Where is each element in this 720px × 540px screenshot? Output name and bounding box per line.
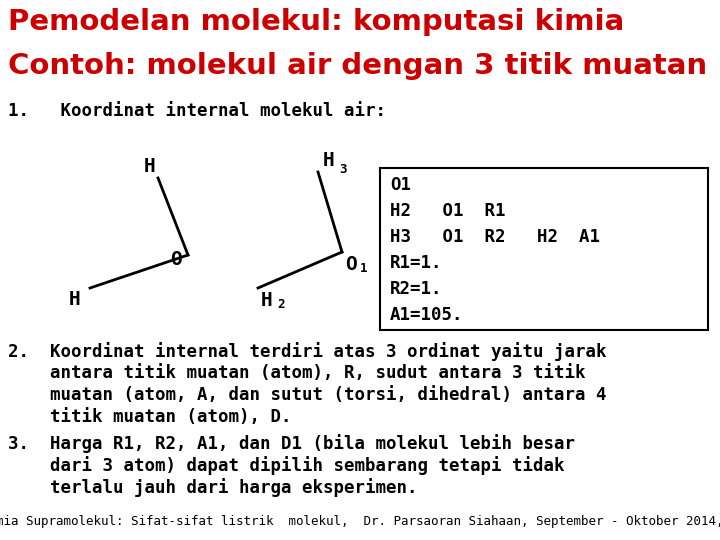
Text: O: O [345,255,356,274]
Text: Pemodelan molekul: komputasi kimia: Pemodelan molekul: komputasi kimia [8,8,624,36]
Text: R1=1.: R1=1. [390,254,443,272]
Text: 2.  Koordinat internal terdiri atas 3 ordinat yaitu jarak: 2. Koordinat internal terdiri atas 3 ord… [8,342,606,361]
Text: 1.   Koordinat internal molekul air:: 1. Koordinat internal molekul air: [8,102,386,120]
Text: Contoh: molekul air dengan 3 titik muatan: Contoh: molekul air dengan 3 titik muata… [8,52,707,80]
Text: H: H [144,157,156,176]
Text: muatan (atom, A, dan sutut (torsi, dihedral) antara 4: muatan (atom, A, dan sutut (torsi, dihed… [8,386,606,404]
Text: 1: 1 [360,262,367,275]
Text: terlalu jauh dari harga eksperimen.: terlalu jauh dari harga eksperimen. [8,478,418,497]
Text: H: H [261,291,273,310]
Text: dari 3 atom) dapat dipilih sembarang tetapi tidak: dari 3 atom) dapat dipilih sembarang tet… [8,456,564,475]
Text: Kimia Supramolekul: Sifat-sifat listrik  molekul,  Dr. Parsaoran Siahaan, Septem: Kimia Supramolekul: Sifat-sifat listrik … [0,515,720,528]
Text: antara titik muatan (atom), R, sudut antara 3 titik: antara titik muatan (atom), R, sudut ant… [8,364,585,382]
Text: 3.  Harga R1, R2, A1, dan D1 (bila molekul lebih besar: 3. Harga R1, R2, A1, dan D1 (bila moleku… [8,434,575,453]
Text: H: H [68,290,80,309]
Bar [380,168,708,330]
Text: O1: O1 [390,176,411,194]
Text: O: O [170,250,181,269]
Text: H3   O1  R2   H2  A1: H3 O1 R2 H2 A1 [390,228,600,246]
Text: 2: 2 [277,298,284,311]
Text: R2=1.: R2=1. [390,280,443,298]
Text: H2   O1  R1: H2 O1 R1 [390,202,505,220]
Text: H: H [323,151,335,170]
Text: titik muatan (atom), D.: titik muatan (atom), D. [8,408,292,426]
Text: 3: 3 [339,163,346,176]
Text: A1=105.: A1=105. [390,306,464,324]
